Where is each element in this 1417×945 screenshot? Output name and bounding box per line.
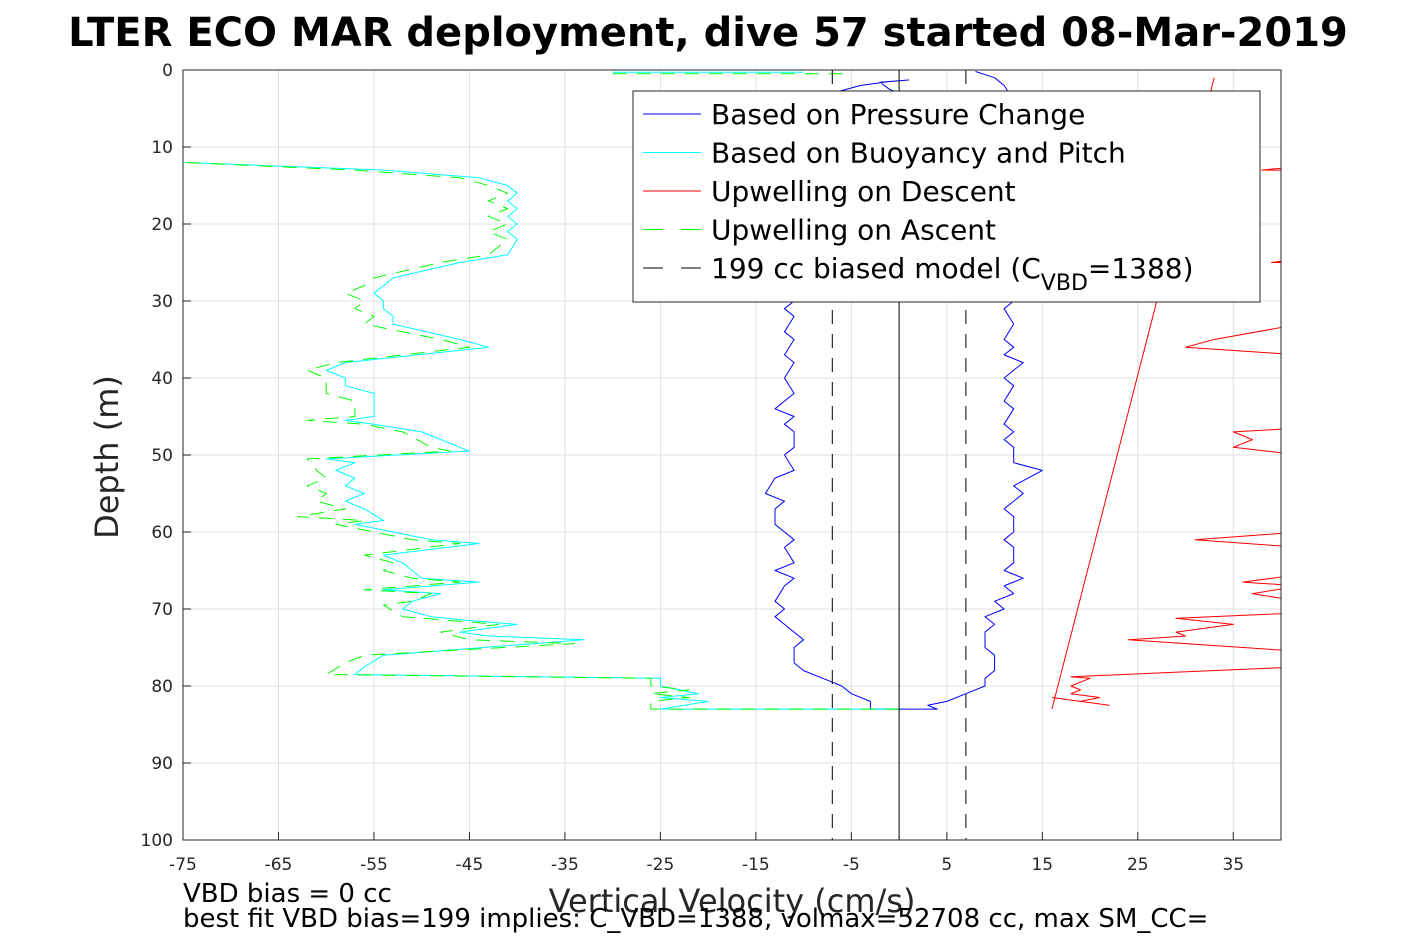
legend-label: Upwelling on Ascent	[711, 214, 996, 247]
x-tick-label: -55	[360, 855, 388, 875]
y-tick-label: 90	[151, 754, 173, 774]
series-line-7	[1242, 576, 1281, 599]
series-line-5	[1051, 667, 1281, 706]
series-line-6	[1127, 613, 1281, 651]
legend-label: Based on Buoyancy and Pitch	[711, 137, 1126, 170]
x-tick-label: -65	[265, 855, 293, 875]
series-line-13	[183, 161, 900, 710]
y-tick-label: 0	[162, 61, 173, 81]
x-tick-label: 5	[941, 855, 952, 875]
y-tick-label: 70	[151, 600, 173, 620]
x-tick-label: -15	[742, 855, 770, 875]
x-tick-label: -45	[456, 855, 484, 875]
series-line-10	[1185, 327, 1281, 355]
y-tick-label: 20	[151, 215, 173, 235]
x-axis-label: Vertical Velocity (cm/s)	[549, 882, 916, 920]
legend-label: 199 cc biased model (CVBD=1388)	[711, 252, 1194, 296]
y-tick-label: 80	[151, 677, 173, 697]
footnote-vbd-bias: VBD bias = 0 cc	[183, 879, 392, 909]
x-tick-label: 15	[1031, 855, 1053, 875]
legend-label: Upwelling on Descent	[711, 175, 1016, 208]
y-tick-label: 10	[151, 138, 173, 158]
series-line-2	[183, 161, 900, 710]
legend-label: Based on Pressure Change	[711, 98, 1085, 131]
y-tick-label: 60	[151, 523, 173, 543]
y-tick-label: 50	[151, 446, 173, 466]
x-tick-label: -5	[843, 855, 860, 875]
chart-title: LTER ECO MAR deployment, dive 57 started…	[68, 10, 1348, 56]
x-tick-label: -75	[169, 855, 197, 875]
x-tick-label: 25	[1127, 855, 1149, 875]
x-tick-label: -25	[647, 855, 675, 875]
y-tick-label: 100	[141, 831, 173, 851]
series-line-8	[1194, 532, 1281, 547]
footnote-best-fit: best fit VBD bias=199 implies: C_VBD=138…	[183, 904, 1208, 934]
legend-box	[632, 90, 1261, 303]
series-line-11	[1271, 260, 1281, 263]
x-tick-label: -35	[551, 855, 579, 875]
x-tick-label: 35	[1222, 855, 1244, 875]
series-line-9	[1232, 428, 1281, 454]
y-tick-label: 40	[151, 369, 173, 389]
y-axis-label: Depth (m)	[88, 375, 126, 539]
y-tick-label: 30	[151, 292, 173, 312]
series-line-12	[1261, 167, 1281, 171]
